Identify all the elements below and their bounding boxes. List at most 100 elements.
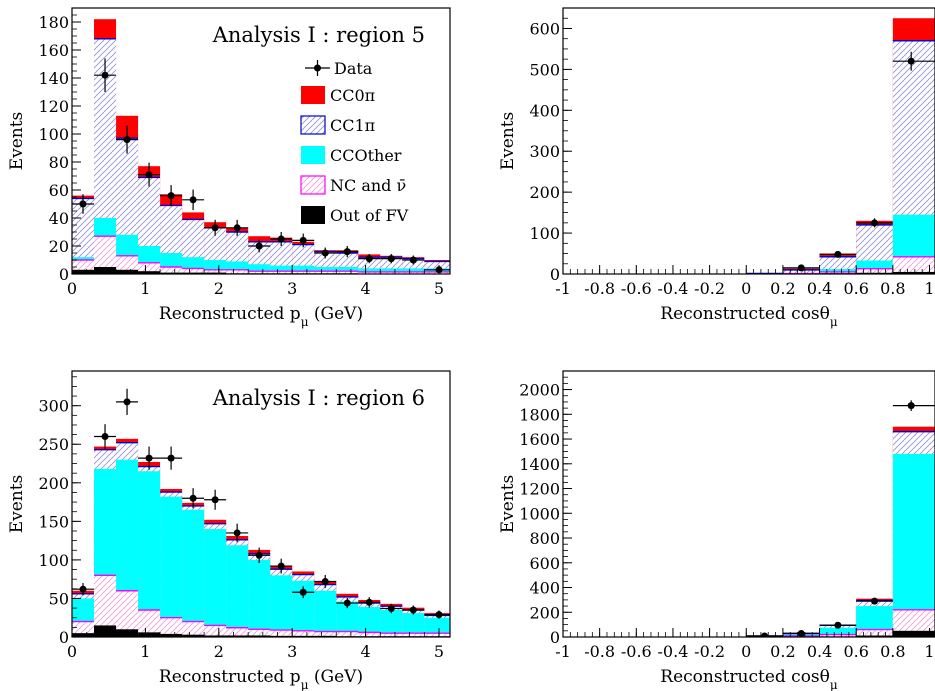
x-tick-label: 1 (140, 642, 150, 661)
data-point (856, 597, 893, 605)
y-tick-label: 250 (38, 435, 69, 454)
bar-ccother (892, 453, 935, 637)
x-tick-label: 0 (741, 642, 751, 661)
bar-ccother (248, 559, 271, 637)
plot-frame (71, 370, 451, 638)
y-axis-label: Events (7, 475, 27, 534)
bar-nc (204, 269, 227, 274)
legend: Data CC0π CC1π CCOther NC and ν̄ Out of … (300, 59, 409, 225)
legend-label-cc1pi: CC1π (330, 116, 375, 135)
x-tick-label: 0.6 (843, 279, 868, 298)
bar-nc (94, 236, 117, 274)
bar-nc (270, 630, 293, 637)
bar-nc (336, 631, 359, 637)
data-point (270, 558, 293, 574)
bar-ccother (204, 529, 227, 637)
data-point (782, 264, 820, 272)
bar-nc (270, 271, 293, 274)
data-point (819, 250, 857, 258)
bar-nc (358, 271, 381, 274)
bar-nc (819, 271, 857, 274)
x-tick-label: -0.8 (584, 642, 615, 661)
x-axis-label: Reconstructed cosθμ (660, 667, 838, 691)
bar-outfv (856, 635, 893, 637)
y-tick-label: 50 (49, 589, 69, 608)
bar-ccother (160, 496, 183, 637)
x-axis-label: Reconstructed cosθμ (660, 304, 838, 329)
data-point (160, 446, 183, 470)
y-tick-label: 0 (550, 265, 560, 284)
bar-outfv (116, 629, 139, 637)
y-tick-label: 1000 (519, 504, 560, 523)
bar-nc (226, 627, 249, 637)
bar-nc (138, 262, 161, 274)
bar-outfv (116, 269, 139, 274)
bar-ccother (138, 471, 161, 637)
data-point (358, 253, 381, 264)
x-tick-label: 1 (140, 279, 150, 298)
y-tick-label: 100 (38, 125, 69, 144)
panel-title: Analysis I : region 5 (212, 23, 425, 47)
bar-nc (424, 271, 450, 274)
x-tick-label: 2 (214, 279, 224, 298)
bar-nc (402, 633, 425, 637)
legend-entry-ccother: CCOther (301, 146, 402, 165)
data-point (226, 219, 249, 236)
data-point (94, 424, 117, 449)
cos-theta-panel-region-5: -1 -0.8 -0.6 -0.4 -0.2 0 0.2 0.4 0.6 0.8 1 0 100 200 3… (498, 7, 935, 329)
bar-ccother (358, 606, 381, 637)
x-tick-label: -1 (555, 642, 571, 661)
bar-cc1pi (782, 269, 820, 274)
data-point (270, 232, 293, 246)
data-point (204, 219, 227, 236)
y-tick-label: 600 (529, 554, 560, 573)
x-tick-label: 4 (360, 642, 370, 661)
data-point (402, 255, 425, 265)
x-tick-label: -0.2 (694, 642, 725, 661)
y-tick-label: 1800 (519, 405, 560, 424)
x-tick-label: 0.8 (880, 642, 905, 661)
x-tick-label: 0.2 (770, 279, 795, 298)
x-tick-label: 4 (360, 279, 370, 298)
y-tick-label: 300 (529, 142, 560, 161)
bar-nc (160, 617, 183, 637)
data-point (746, 632, 783, 637)
y-tick-label: 2000 (519, 381, 560, 400)
legend-entry-cc0pi: CC0π (301, 86, 375, 105)
bar-outfv (248, 635, 271, 637)
x-tick-label: 2 (214, 642, 224, 661)
bar-nc (292, 630, 315, 637)
bar-nc (856, 629, 893, 637)
bar-nc (380, 271, 403, 274)
bar-outfv (226, 635, 249, 637)
bar-ccother (270, 265, 293, 274)
bar-outfv (204, 272, 227, 274)
x-tick-label: 0.4 (807, 642, 832, 661)
bar-nc (182, 268, 205, 274)
y-tick-label: 400 (529, 579, 560, 598)
x-tick-label: 5 (434, 279, 444, 298)
y-axis-label: Events (7, 112, 27, 171)
y-tick-label: 1200 (519, 480, 560, 499)
y-tick-label: 0 (59, 628, 69, 647)
y-tick-label: 500 (529, 60, 560, 79)
y-axis-label: Events (498, 475, 518, 534)
x-tick-label: -0.2 (694, 279, 725, 298)
data-point (94, 58, 117, 92)
bar-nc (138, 610, 161, 637)
data-point (380, 603, 403, 614)
data-point (336, 246, 359, 258)
bar-ccother (402, 613, 425, 637)
x-tick-label: -0.4 (658, 279, 689, 298)
data-point (116, 388, 139, 415)
bar-outfv (72, 633, 95, 637)
y-tick-label: 80 (49, 153, 69, 172)
y-tick-label: 200 (38, 474, 69, 493)
y-tick-label: 60 (49, 181, 69, 200)
x-tick-label: 0.6 (843, 642, 868, 661)
bar-nc (204, 625, 227, 637)
y-tick-label: 140 (38, 69, 69, 88)
y-tick-label: 0 (59, 265, 69, 284)
bar-ccother (292, 580, 315, 637)
